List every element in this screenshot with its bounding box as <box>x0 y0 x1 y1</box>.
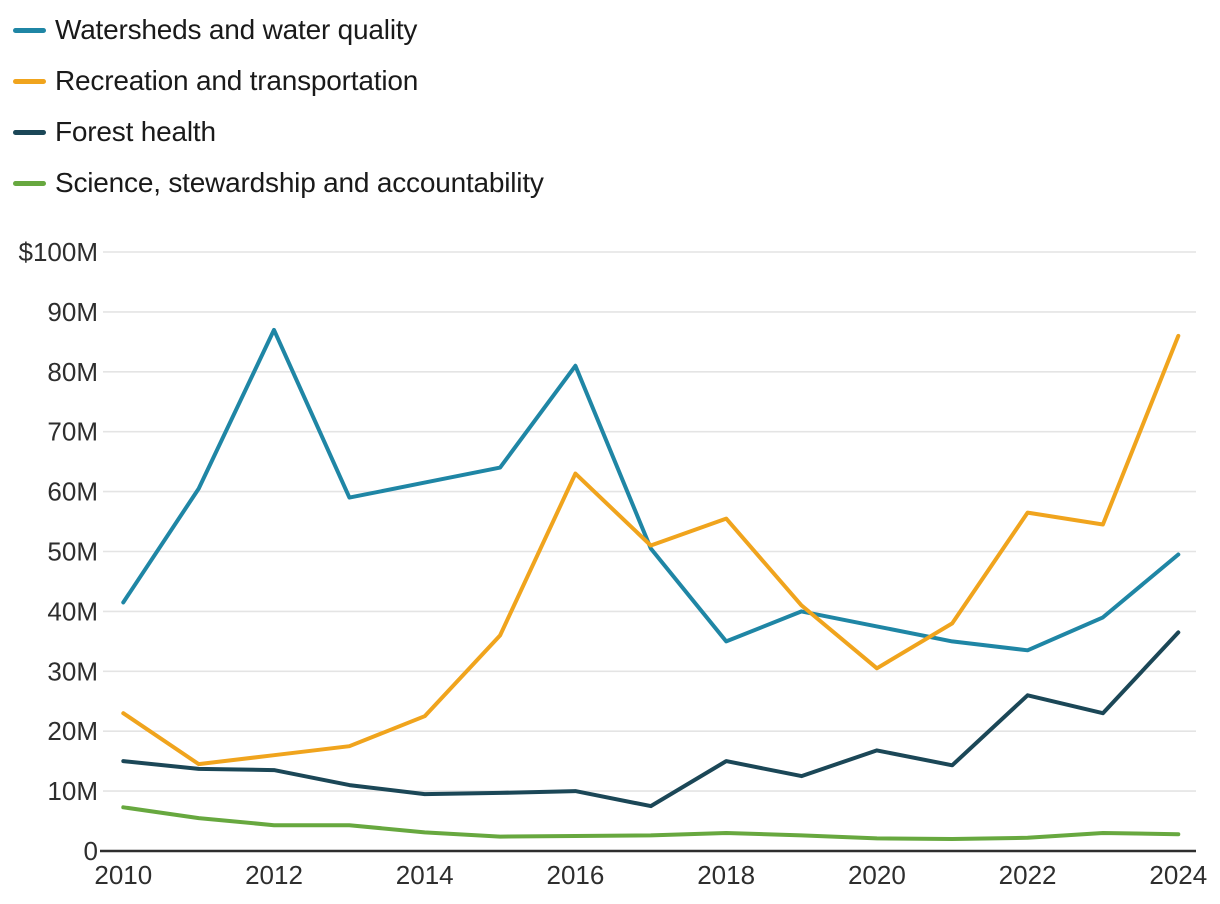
legend-line-swatch <box>13 129 46 135</box>
series-line-3 <box>121 630 1181 809</box>
y-tick-label: $100M <box>19 237 99 267</box>
y-tick-label: 0 <box>84 836 98 866</box>
y-tick-label: 50M <box>47 537 98 567</box>
legend-label: Recreation and transportation <box>55 65 419 96</box>
x-tick-label: 2012 <box>245 860 303 890</box>
x-tick-label: 2010 <box>94 860 152 890</box>
legend-label: Forest health <box>55 116 216 147</box>
series-line-4 <box>121 805 1181 841</box>
legend-line-swatch <box>13 180 46 186</box>
legend-label: Watersheds and water quality <box>55 14 418 45</box>
chart-legend: Watersheds and water quality Recreation a… <box>13 14 544 199</box>
legend-item: Recreation and transportation <box>13 65 544 97</box>
x-tick-label: 2016 <box>547 860 605 890</box>
x-tick-label: 2024 <box>1149 860 1207 890</box>
legend-item: Forest health <box>13 116 544 148</box>
y-tick-label: 30M <box>47 656 98 686</box>
y-tick-label: 90M <box>47 297 98 327</box>
legend-line-swatch <box>13 27 46 33</box>
y-tick-label: 40M <box>47 596 98 626</box>
x-tick-label: 2018 <box>697 860 755 890</box>
series-line-2 <box>121 333 1181 767</box>
legend-item: Watersheds and water quality <box>13 14 544 46</box>
y-tick-label: 70M <box>47 417 98 447</box>
legend-line-swatch <box>13 78 46 84</box>
y-tick-label: 60M <box>47 477 98 507</box>
x-tick-label: 2022 <box>999 860 1057 890</box>
series-line-1 <box>121 327 1181 653</box>
x-tick-label: 2020 <box>848 860 906 890</box>
x-tick-label: 2014 <box>396 860 454 890</box>
y-tick-label: 10M <box>47 776 98 806</box>
legend-label: Science, stewardship and accountability <box>55 167 544 198</box>
legend-item: Science, stewardship and accountability <box>13 167 544 199</box>
y-tick-label: 20M <box>47 716 98 746</box>
y-tick-label: 80M <box>47 357 98 387</box>
